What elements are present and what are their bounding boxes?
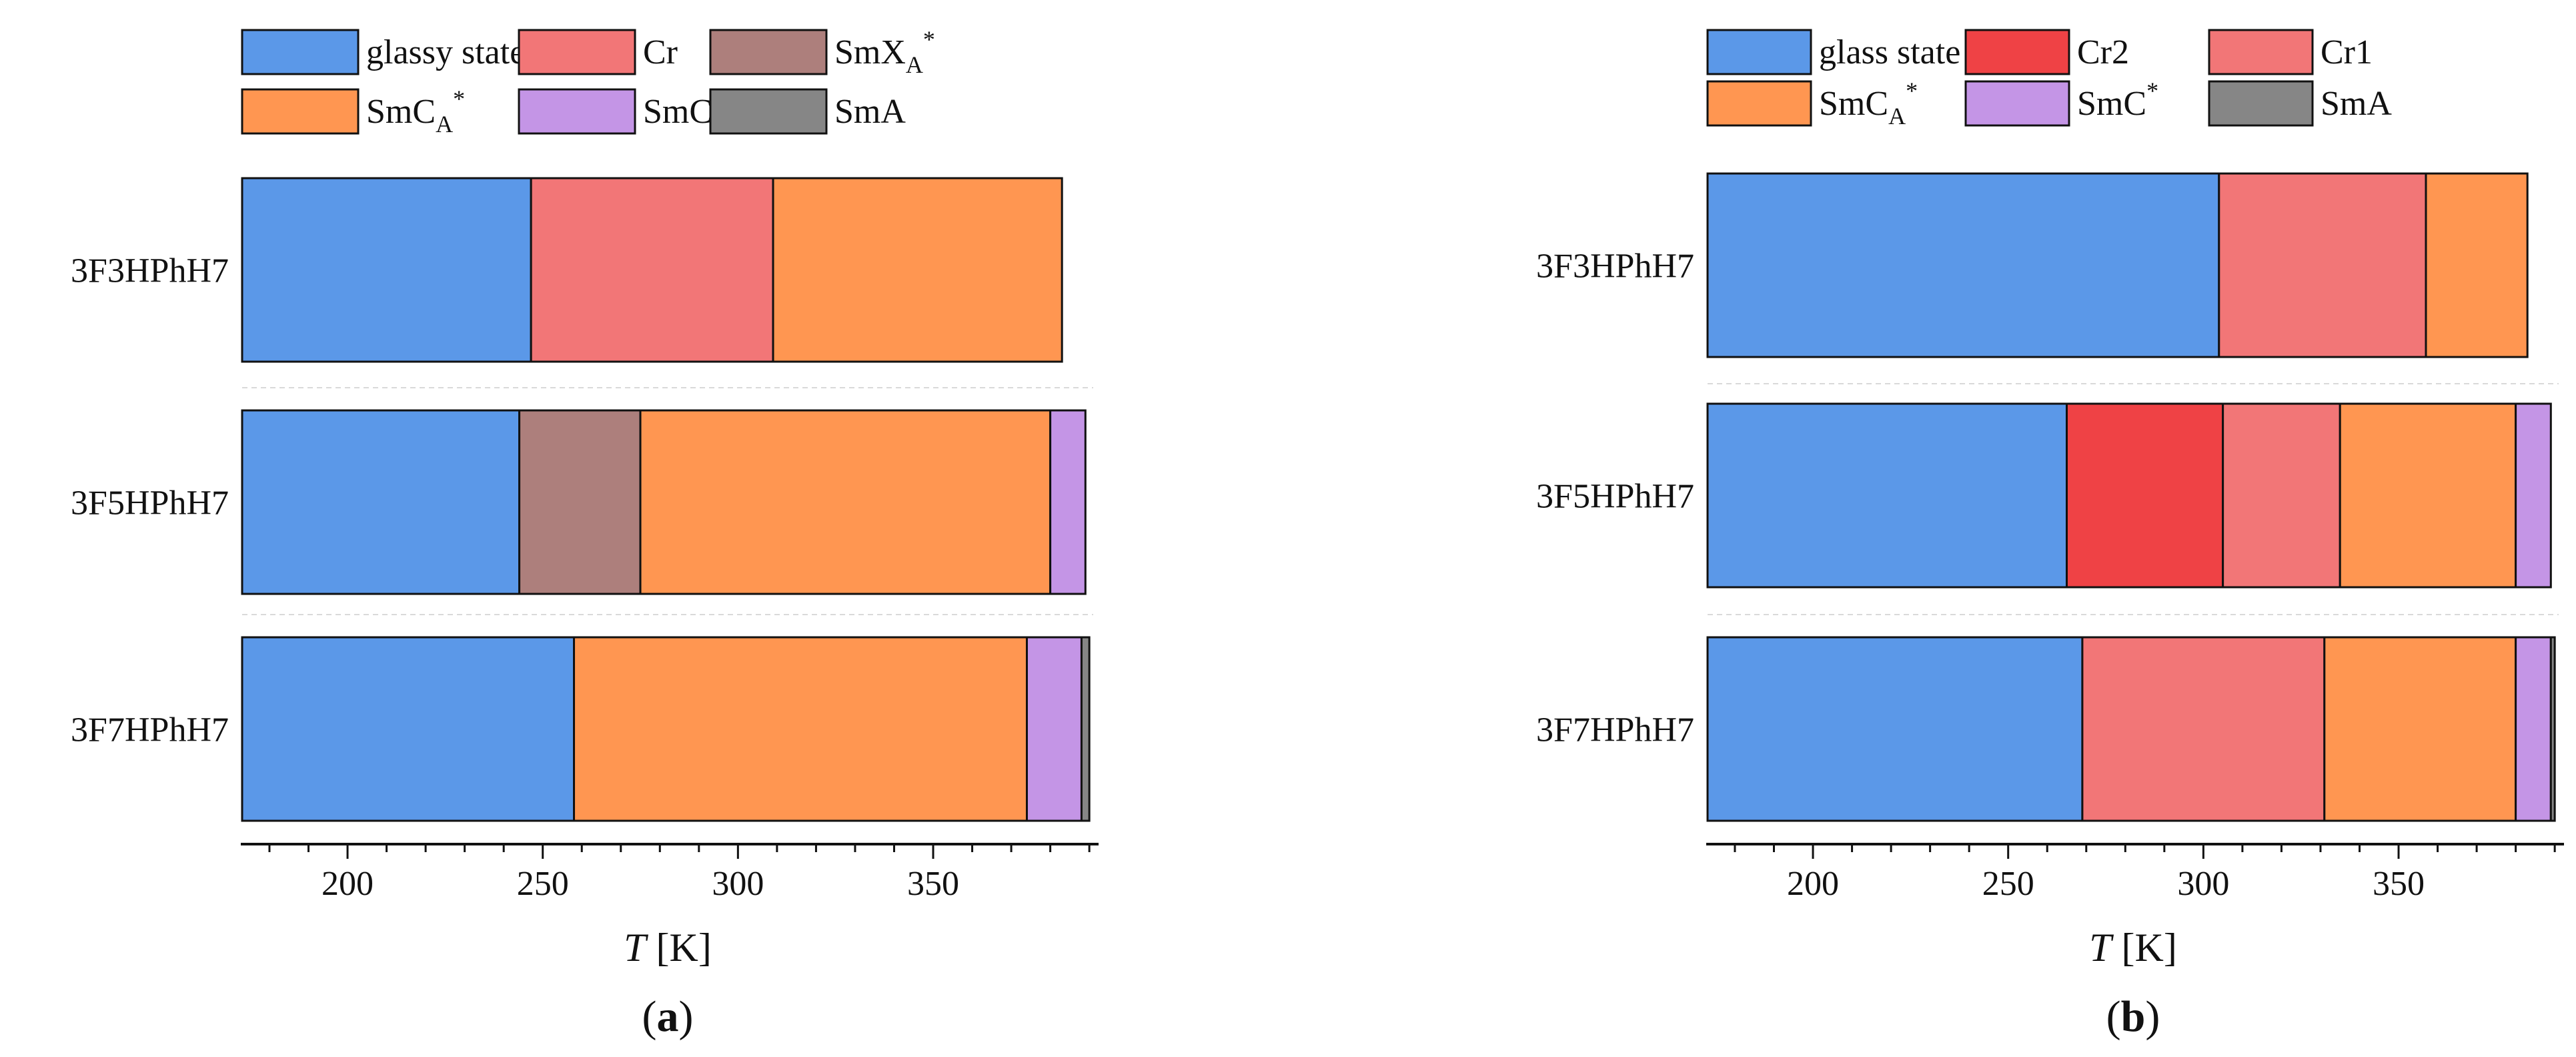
x-tick-label: 300 (712, 865, 764, 903)
legend: glass state Cr2 Cr1 SmCA* SmC* SmA (1706, 29, 2392, 129)
bar-row-3F3HPhH7: 3F3HPhH7 (71, 177, 1063, 363)
bar-row-3F3HPhH7: 3F3HPhH7 (1536, 172, 2529, 358)
legend-label-smca: SmCA* (1819, 77, 1918, 129)
bar-segment-smca[interactable] (772, 177, 1063, 363)
legend-label-glassy: glassy state (366, 33, 525, 71)
bar-segment-cr[interactable] (530, 177, 774, 363)
x-axis-title: T [K] (2089, 926, 2177, 970)
bar-segment-sma[interactable] (2549, 636, 2556, 822)
x-tick-label: 350 (907, 865, 959, 903)
legend-swatch-smca (1706, 80, 1812, 127)
bar-segment-smxa[interactable] (518, 409, 642, 595)
bar-row-3F5HPhH7: 3F5HPhH7 (1536, 402, 2552, 589)
legend-swatch-smc (1964, 80, 2070, 127)
category-label: 3F7HPhH7 (1536, 711, 1694, 749)
legend-swatch-smxa (709, 29, 828, 75)
legend-swatch-cr (518, 29, 636, 75)
category-label: 3F5HPhH7 (1536, 478, 1694, 516)
bar-row-3F5HPhH7: 3F5HPhH7 (71, 409, 1087, 595)
bar-segment-cr[interactable] (2218, 172, 2427, 358)
legend-label-glassy: glass state (1819, 33, 1960, 71)
bar-segment-cr[interactable] (2081, 636, 2326, 822)
legend-label-sma: SmA (834, 93, 906, 131)
x-tick-label: 200 (1787, 865, 1839, 903)
x-axis: 200 250 300 350 (1706, 843, 2564, 903)
bar-row-3F7HPhH7: 3F7HPhH7 (71, 636, 1091, 822)
x-tick-label: 250 (517, 865, 569, 903)
legend-label-cr2: Cr2 (2077, 33, 2129, 71)
legend-label-smc: SmC* (2077, 77, 2158, 123)
bar-segment-smc[interactable] (1025, 636, 1083, 822)
panel-a: glassy stateCrSmXA*SmCA*SmC*SmA3F3HPhH73… (71, 26, 1099, 1041)
legend-label-smca: SmCA* (366, 85, 465, 137)
bar-segment-smc[interactable] (2515, 636, 2552, 822)
legend-label-cr: Cr (643, 33, 678, 71)
x-tick-label: 200 (321, 865, 374, 903)
bar-segment-smc[interactable] (2515, 402, 2552, 589)
bar-segment-glassy[interactable] (1706, 402, 2068, 589)
panel-label: (a) (642, 992, 694, 1041)
bar-segment-smca[interactable] (2323, 636, 2517, 822)
legend-swatch-glassy (1706, 29, 1812, 75)
bar-segment-glassy[interactable] (241, 409, 521, 595)
category-label: 3F3HPhH7 (1536, 248, 1694, 286)
x-tick-label: 300 (2177, 865, 2229, 903)
bar-segment-glassy[interactable] (1706, 172, 2220, 358)
legend-label-cr: Cr1 (2321, 33, 2373, 71)
bar-segment-cr[interactable] (2222, 402, 2341, 589)
legend-swatch-sma (2208, 80, 2314, 127)
bar-segment-sma[interactable] (1080, 636, 1091, 822)
bar-segment-smca[interactable] (573, 636, 1028, 822)
x-tick-label: 250 (1982, 865, 2034, 903)
bar-segment-smca[interactable] (2339, 402, 2517, 589)
legend-swatch-cr (2208, 29, 2314, 75)
x-axis: 200 250 300 350 (241, 843, 1099, 903)
bar-segment-glassy[interactable] (241, 636, 576, 822)
legend-swatch-cr2 (1964, 29, 2070, 75)
category-label: 3F7HPhH7 (71, 711, 229, 749)
legend-swatch-sma (709, 88, 828, 135)
bar-segment-smca[interactable] (639, 409, 1052, 595)
panel-b: glass state Cr2 Cr1 SmCA* SmC* SmA 3F3HPhH7 3F5… (1536, 29, 2564, 1041)
legend-label-smxa: SmXA* (834, 26, 935, 78)
legend-label-sma: SmA (2321, 85, 2392, 123)
category-label: 3F5HPhH7 (71, 484, 229, 522)
legend-swatch-smca (241, 88, 360, 135)
bar-segment-cr2[interactable] (2065, 402, 2224, 589)
legend-swatch-glassy (241, 29, 360, 75)
bar-row-3F7HPhH7: 3F7HPhH7 (1536, 636, 2556, 822)
x-axis-title: T [K] (624, 926, 712, 970)
panel-label: (b) (2106, 992, 2160, 1041)
bar-segment-glassy[interactable] (241, 177, 532, 363)
bar-segment-smca[interactable] (2425, 172, 2529, 358)
bar-segment-glassy[interactable] (1706, 636, 2084, 822)
x-tick-label: 350 (2373, 865, 2425, 903)
bar-segment-smc[interactable] (1049, 409, 1087, 595)
legend-swatch-smc (518, 88, 636, 135)
category-label: 3F3HPhH7 (71, 252, 229, 290)
